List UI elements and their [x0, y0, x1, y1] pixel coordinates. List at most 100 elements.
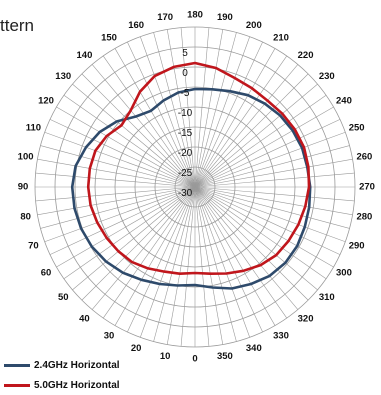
grid-spoke [194, 172, 355, 188]
grid-spoke [81, 186, 196, 301]
grid-spoke [194, 186, 355, 202]
grid-spoke [194, 158, 353, 188]
grid-spoke [194, 32, 237, 188]
angle-tick-label: 250 [349, 123, 365, 134]
polar-grid [34, 26, 356, 348]
grid-spoke [49, 119, 196, 188]
grid-spoke [194, 83, 318, 188]
angle-tick-label: 170 [157, 12, 173, 23]
grid-spoke [37, 186, 196, 216]
angle-tick-label: 40 [79, 313, 90, 324]
grid-spoke [194, 186, 288, 319]
grid-spoke [63, 94, 196, 188]
angle-tick-label: 30 [104, 330, 115, 341]
series-line-50ghz [86, 61, 311, 275]
grid-spoke [127, 41, 196, 188]
grid-spoke [194, 94, 327, 188]
angle-tick-label: 290 [349, 240, 365, 251]
angle-tick-labels: 0102030405060708090100110120130140150160… [18, 10, 375, 365]
grid-spoke [35, 172, 196, 188]
grid-spoke [180, 27, 196, 188]
grid-spoke [166, 186, 196, 345]
radial-tick-label: -5 [181, 88, 190, 99]
angle-tick-label: 190 [217, 12, 233, 23]
grid-spoke [194, 64, 299, 188]
radial-tick-label: -30 [178, 188, 193, 199]
grid-spoke [49, 186, 196, 255]
angle-tick-label: 90 [18, 182, 29, 193]
grid-spoke [194, 36, 251, 188]
angle-tick-label: 330 [273, 330, 289, 341]
grid-spoke [194, 186, 309, 301]
grid-spoke [44, 186, 196, 243]
grid-spoke [102, 186, 196, 319]
legend-item-50ghz: 5.0GHz Horizontal [4, 375, 120, 395]
angle-tick-label: 100 [18, 152, 34, 163]
grid-spoke [194, 186, 210, 347]
radial-tick-label: -10 [178, 108, 193, 119]
grid-spoke [91, 186, 196, 310]
legend-swatch [4, 363, 30, 367]
radial-tick-label: 0 [182, 68, 188, 79]
angle-tick-label: 220 [298, 50, 314, 61]
grid-spoke [40, 186, 196, 229]
grid-spoke [194, 186, 346, 243]
grid-spoke [139, 36, 196, 188]
legend-label: 2.4GHz Horizontal [34, 359, 120, 371]
angle-tick-label: 350 [217, 351, 233, 362]
angle-tick-label: 140 [77, 50, 93, 61]
grid-spoke [102, 55, 196, 188]
angle-tick-label: 80 [20, 211, 31, 222]
legend-label: 5.0GHz Horizontal [34, 379, 120, 391]
series-line-24ghz [70, 87, 312, 290]
grid-spoke [194, 41, 263, 188]
angle-tick-label: 0 [192, 354, 197, 365]
grid-spoke [194, 131, 346, 188]
grid-spoke [194, 145, 350, 188]
grid-spoke [72, 83, 196, 188]
grid-spoke [194, 186, 318, 291]
grid-spoke [194, 186, 350, 229]
angle-tick-label: 280 [356, 211, 372, 222]
grid-spoke [44, 131, 196, 188]
chart-title: ttern [0, 16, 35, 35]
grid-spoke [56, 106, 196, 188]
angle-tick-label: 20 [131, 343, 142, 354]
angle-tick-label: 120 [38, 96, 54, 107]
grid-spoke [56, 186, 196, 268]
grid-spoke [194, 73, 309, 188]
grid-spoke [114, 186, 196, 326]
radial-tick-label: -20 [178, 148, 193, 159]
radial-tick-label: -15 [178, 128, 193, 139]
angle-tick-label: 260 [356, 152, 372, 163]
angle-tick-label: 210 [273, 33, 289, 44]
grid-spoke [194, 48, 276, 188]
series-lines [70, 61, 312, 290]
grid-spoke [194, 186, 299, 310]
grid-spoke [166, 29, 196, 188]
angle-tick-label: 50 [58, 292, 69, 303]
radial-tick-label: -25 [178, 168, 193, 179]
grid-spoke [194, 186, 263, 333]
angle-tick-label: 150 [101, 33, 117, 44]
grid-spoke [194, 106, 334, 188]
angle-tick-label: 70 [28, 240, 39, 251]
grid-spoke [37, 158, 196, 188]
grid-spoke [153, 186, 196, 342]
grid-spoke [114, 48, 196, 188]
grid-spoke [81, 73, 196, 188]
grid-spoke [194, 186, 334, 268]
angle-tick-label: 110 [26, 123, 41, 134]
grid-spoke [194, 186, 276, 326]
grid-spoke [194, 186, 237, 342]
grid-spoke [194, 186, 353, 216]
grid-spoke [180, 186, 196, 347]
angle-tick-label: 200 [246, 20, 262, 31]
radial-tick-labels: 5 0 -5 -10 -15 -20 -25 -30 [178, 48, 193, 199]
grid-spoke [194, 186, 341, 255]
grid-spoke [194, 55, 288, 188]
legend-swatch [4, 383, 30, 387]
grid-spoke [72, 186, 196, 291]
angle-tick-label: 180 [187, 10, 203, 21]
